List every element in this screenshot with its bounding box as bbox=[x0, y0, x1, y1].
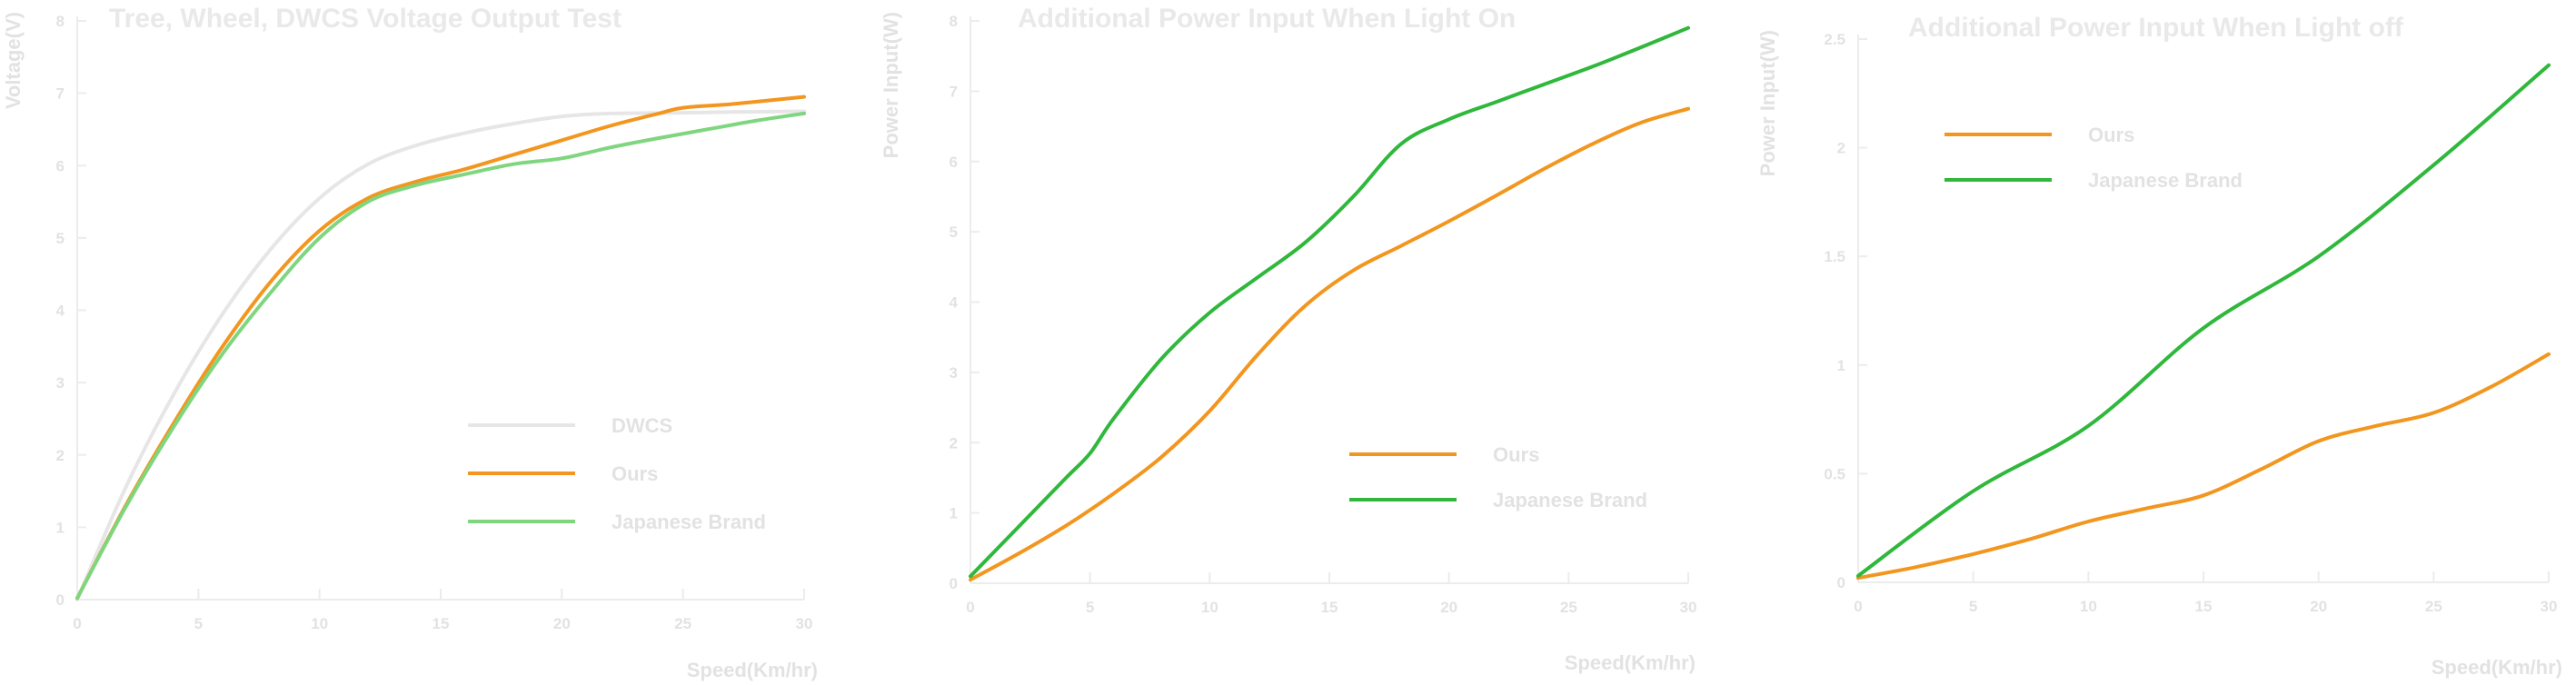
y-tick-label: 6 bbox=[950, 154, 958, 171]
y-axis-label: Power Input(W) bbox=[880, 12, 902, 158]
y-tick-label: 0 bbox=[950, 575, 958, 592]
y-tick-label: 2 bbox=[56, 447, 65, 464]
legend-label: Japanese Brand bbox=[1493, 489, 1647, 511]
x-tick-label: 0 bbox=[1854, 598, 1862, 615]
y-tick-label: 5 bbox=[950, 223, 958, 241]
y-tick-label: 1 bbox=[950, 505, 958, 522]
x-tick-label: 10 bbox=[311, 615, 328, 632]
x-tick-label: 25 bbox=[2425, 598, 2442, 615]
legend-label: Japanese Brand bbox=[612, 511, 766, 533]
series-line-japanese-brand bbox=[969, 25, 1690, 579]
y-tick-label: 2 bbox=[950, 434, 958, 452]
series-line-japanese-brand bbox=[75, 111, 806, 601]
y-tick-label: 0 bbox=[56, 591, 65, 609]
y-tick-label: 1 bbox=[1837, 357, 1845, 374]
x-tick-label: 25 bbox=[674, 615, 691, 632]
x-tick-label: 30 bbox=[796, 615, 813, 632]
x-tick-label: 30 bbox=[2541, 598, 2558, 615]
y-tick-label: 4 bbox=[950, 294, 959, 312]
x-axis-label: Speed(Km/hr) bbox=[1565, 651, 1696, 674]
y-tick-label: 8 bbox=[950, 13, 958, 30]
x-tick-label: 25 bbox=[1560, 599, 1577, 616]
y-tick-label: 2 bbox=[1837, 140, 1845, 157]
y-tick-label: 0 bbox=[1837, 574, 1845, 591]
legend-label: Japanese Brand bbox=[2088, 169, 2243, 192]
series-line-ours bbox=[75, 94, 806, 601]
y-tick-label: 4 bbox=[56, 303, 65, 320]
x-tick-label: 15 bbox=[433, 615, 450, 632]
x-tick-label: 20 bbox=[2310, 598, 2327, 615]
x-axis-label: Speed(Km/hr) bbox=[687, 659, 818, 681]
y-axis-label: Voltage(V) bbox=[2, 12, 25, 109]
y-tick-label: 7 bbox=[56, 85, 65, 103]
y-tick-label: 0.5 bbox=[1824, 465, 1845, 482]
x-tick-label: 0 bbox=[966, 599, 974, 616]
x-tick-label: 5 bbox=[194, 615, 203, 632]
legend-label: Ours bbox=[1493, 443, 1539, 466]
y-tick-label: 6 bbox=[56, 157, 65, 174]
x-tick-label: 20 bbox=[1440, 599, 1457, 616]
legend-label: DWCS bbox=[612, 414, 672, 437]
y-tick-label: 3 bbox=[950, 364, 958, 382]
chart-title: Additional Power Input When Light On bbox=[1018, 4, 1516, 34]
x-tick-label: 30 bbox=[1680, 599, 1697, 616]
y-tick-label: 8 bbox=[56, 13, 65, 30]
x-tick-label: 15 bbox=[1321, 599, 1338, 616]
series-line-japanese-brand bbox=[1856, 63, 2551, 578]
x-tick-label: 5 bbox=[1969, 598, 1977, 615]
chart-title: Tree, Wheel, DWCS Voltage Output Test bbox=[109, 4, 622, 34]
chart-title: Additional Power Input When Light off bbox=[1908, 13, 2404, 43]
y-tick-label: 2.5 bbox=[1824, 31, 1845, 48]
x-axis-label: Speed(Km/hr) bbox=[2432, 656, 2562, 679]
y-tick-label: 3 bbox=[56, 374, 65, 392]
legend-label: Ours bbox=[612, 462, 658, 485]
x-tick-label: 10 bbox=[1201, 599, 1218, 616]
series-line-ours bbox=[1856, 352, 2551, 581]
y-tick-label: 1 bbox=[56, 519, 65, 536]
x-tick-label: 10 bbox=[2080, 598, 2097, 615]
x-tick-label: 15 bbox=[2195, 598, 2213, 615]
series-line-ours bbox=[969, 106, 1690, 582]
y-tick-label: 7 bbox=[950, 83, 958, 100]
series-line-dwcs bbox=[75, 109, 806, 601]
y-axis-label: Power Input(W) bbox=[1756, 30, 1779, 176]
y-tick-label: 5 bbox=[56, 230, 65, 247]
x-tick-label: 5 bbox=[1086, 599, 1094, 616]
x-tick-label: 0 bbox=[73, 615, 81, 632]
x-tick-label: 20 bbox=[553, 615, 571, 632]
legend-label: Ours bbox=[2088, 124, 2134, 146]
y-tick-label: 1.5 bbox=[1824, 248, 1845, 265]
